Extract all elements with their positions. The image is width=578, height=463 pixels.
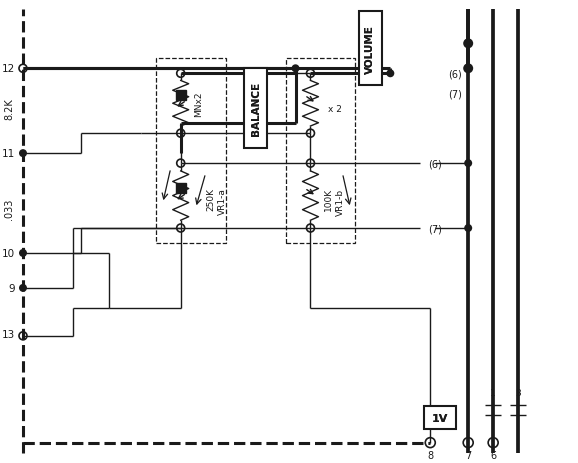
Text: 8: 8	[427, 450, 434, 460]
Text: (6): (6)	[448, 69, 462, 79]
Text: 13: 13	[2, 329, 15, 339]
Circle shape	[464, 225, 472, 232]
Text: (7): (7)	[448, 89, 462, 99]
Text: 10: 10	[2, 249, 15, 258]
Circle shape	[386, 70, 394, 78]
Text: 7: 7	[465, 450, 471, 460]
Text: 100K: 100K	[324, 187, 333, 210]
Text: BALANCE: BALANCE	[251, 82, 261, 136]
Circle shape	[464, 160, 472, 168]
Text: 1: 1	[490, 388, 496, 397]
Bar	[244, 69, 267, 149]
Text: 12: 12	[2, 64, 15, 74]
Text: VR1-a: VR1-a	[218, 188, 227, 215]
Circle shape	[291, 65, 299, 73]
Bar	[176, 184, 186, 194]
Text: VOLUME: VOLUME	[365, 25, 375, 74]
Text: (7): (7)	[428, 224, 442, 233]
Text: 8.2K: 8.2K	[4, 98, 14, 120]
Circle shape	[463, 64, 473, 74]
Text: 6: 6	[490, 450, 497, 460]
Circle shape	[19, 250, 27, 257]
Text: 3: 3	[515, 388, 521, 397]
Text: (6): (6)	[428, 159, 442, 169]
Bar	[176, 91, 186, 101]
Text: 1V: 1V	[432, 413, 449, 423]
Text: 1V: 1V	[432, 413, 449, 423]
Circle shape	[19, 284, 27, 292]
Text: VR1-b: VR1-b	[336, 188, 345, 215]
Bar	[155, 59, 225, 244]
Text: .033: .033	[4, 198, 14, 219]
Bar	[286, 59, 355, 244]
Text: MNx2: MNx2	[194, 91, 203, 117]
Circle shape	[19, 150, 27, 158]
Text: 9: 9	[8, 283, 15, 293]
Text: 250K: 250K	[206, 187, 215, 210]
Text: 11: 11	[2, 149, 15, 159]
Text: VOLUME: VOLUME	[365, 25, 375, 74]
Text: x 2: x 2	[328, 105, 342, 113]
Bar	[424, 406, 456, 429]
Text: BALANCE: BALANCE	[251, 82, 261, 136]
Circle shape	[463, 39, 473, 49]
Bar	[359, 13, 382, 86]
